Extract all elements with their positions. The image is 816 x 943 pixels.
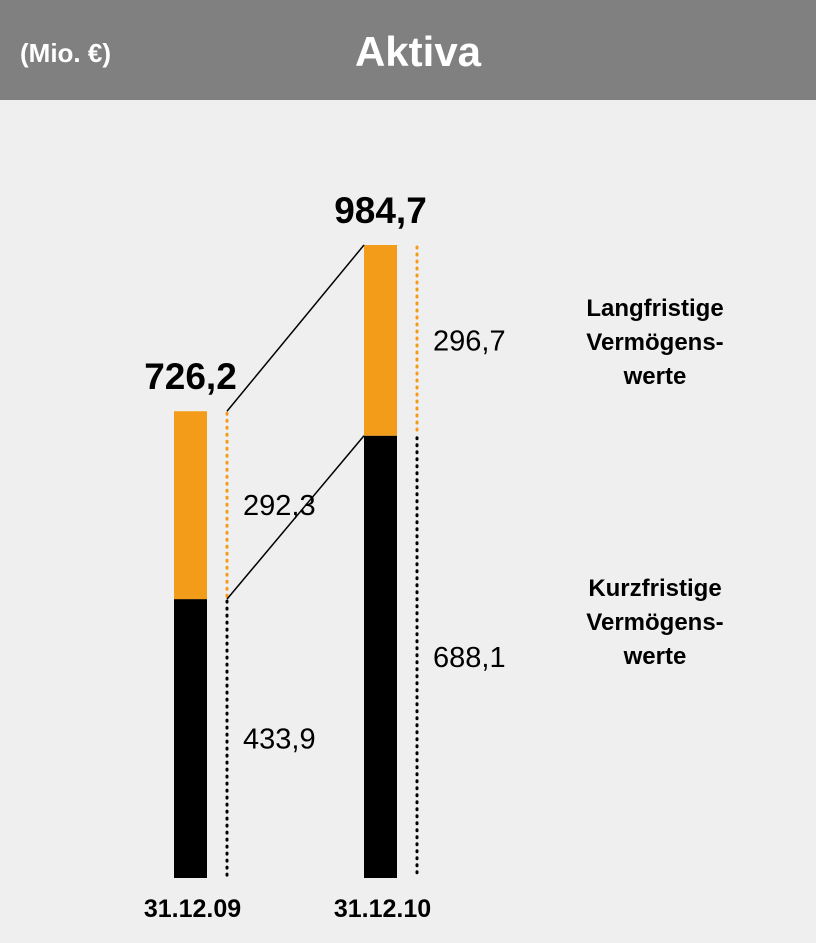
connector [226,244,365,412]
bar-segment [174,599,207,878]
x-tick-label: 31.12.09 [144,895,241,923]
total-label: 726,2 [144,356,237,397]
total-label: 984,7 [334,190,427,231]
bar-segment [364,435,397,878]
header: (Mio. €) Aktiva [0,0,816,100]
value-label: 292,3 [243,490,316,522]
x-tick-label: 31.12.10 [334,895,431,923]
bar-segment [174,411,207,600]
value-label: 688,1 [433,642,506,674]
chart-title: Aktiva [354,28,482,75]
bar-segment [364,245,397,436]
legend-entry: Kurzfristige Vermögens-werte [586,575,724,670]
unit-label: (Mio. €) [20,38,111,68]
value-label: 433,9 [243,724,316,756]
legend-entry: Langfristige Vermögens-werte [586,295,724,390]
value-label: 296,7 [433,325,506,357]
connector [226,435,365,600]
